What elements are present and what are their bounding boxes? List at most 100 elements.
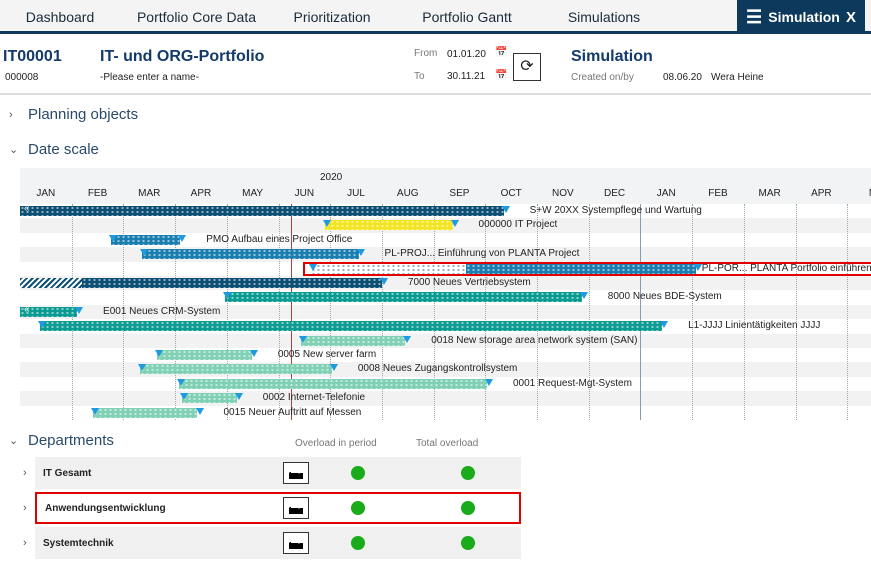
hamburger-icon[interactable]: ☰ [746, 6, 763, 27]
month-gridline [433, 204, 435, 420]
milestone-marker-icon [195, 407, 204, 415]
month-label: FEB [87, 188, 108, 199]
gantt-bar[interactable] [466, 263, 696, 274]
month-gridline [226, 204, 228, 420]
milestone-marker-icon [234, 393, 243, 401]
refresh-button[interactable]: ⟳ [513, 53, 541, 81]
month-gridline [123, 204, 125, 420]
gantt-bar-label: 0015 Neuer Auftritt auf Messen [223, 406, 362, 418]
chevron-down-icon[interactable]: ⌄ [9, 435, 19, 447]
department-name: Anwendungsentwicklung [45, 502, 166, 514]
tab-simulations[interactable]: Simulations [567, 9, 641, 25]
milestone-marker-icon [660, 321, 669, 329]
section-planning-objects[interactable]: Planning objects [28, 106, 139, 123]
gantt-bar[interactable] [20, 206, 504, 216]
milestone-marker-icon [223, 292, 232, 300]
gantt-bar-planned[interactable] [311, 263, 467, 274]
section-departments[interactable]: Departments [28, 432, 114, 449]
gantt-row [20, 304, 871, 320]
milestone-marker-icon [91, 407, 100, 415]
tab-portfolio-core-data[interactable]: Portfolio Core Data [136, 9, 257, 25]
gantt-chart: 2020 JAN FEB MAR APR MAY JUN JUL AUG SEP OCT NOV DE… [20, 168, 871, 420]
load-chart-button[interactable] [283, 462, 309, 484]
name-input[interactable]: -Please enter a name- [100, 72, 199, 83]
milestone-marker-icon [403, 335, 412, 343]
gantt-bar-label: 0018 New storage area network system (SA… [431, 334, 638, 346]
load-chart-button[interactable] [283, 532, 309, 554]
milestone-marker-icon [139, 249, 148, 257]
milestone-marker-icon [579, 292, 588, 300]
created-label: Created on/by [571, 72, 634, 83]
month-gridline [795, 204, 797, 420]
gantt-bar-label: 7000 Neues Vertriebsystem [407, 277, 531, 288]
date-scale-header: 2020 JAN FEB MAR APR MAY JUN JUL AUG SEP OCT NOV DE… [20, 168, 871, 204]
gantt-bar[interactable] [181, 393, 237, 404]
department-name: Systemtechnik [43, 537, 114, 549]
month-gridline [537, 204, 538, 420]
today-line [290, 204, 292, 420]
gantt-bar[interactable] [178, 378, 487, 389]
month-label: JAN [36, 188, 56, 199]
month-gridline [847, 204, 849, 420]
from-date[interactable]: 01.01.20 [447, 49, 486, 60]
milestone-marker-icon [693, 263, 702, 271]
milestone-marker-icon [179, 393, 188, 401]
gantt-bar-label: 0005 New server farm [277, 349, 377, 360]
month-gridline [743, 204, 745, 420]
section-date-scale[interactable]: Date scale [28, 141, 99, 158]
tab-prioritization[interactable]: Prioritization [293, 9, 371, 25]
milestone-marker-icon [501, 206, 510, 213]
milestone-marker-icon [178, 234, 187, 242]
month-label: MAR [138, 188, 161, 199]
chevron-right-icon[interactable]: › [23, 537, 27, 549]
month-gridline [640, 204, 642, 420]
gantt-row [20, 333, 871, 348]
gantt-bar[interactable] [225, 292, 582, 303]
continues-left-icon: « [24, 203, 30, 214]
gantt-bar[interactable] [300, 335, 406, 346]
tab-dashboard[interactable]: Dashboard [25, 9, 95, 25]
status-ok-icon [461, 536, 475, 550]
gantt-bar-label: S+W 20XX Systempflege und Wartung [529, 205, 702, 216]
gantt-bar[interactable] [40, 321, 663, 332]
calendar-icon[interactable]: 📅 [495, 70, 508, 81]
chevron-down-icon[interactable]: ⌄ [9, 144, 19, 156]
gantt-bar-hatched[interactable] [20, 278, 83, 288]
chevron-right-icon[interactable]: › [23, 502, 27, 514]
milestone-marker-icon [154, 350, 163, 357]
gantt-bar[interactable] [141, 249, 359, 260]
close-icon[interactable]: X [845, 8, 856, 26]
year-label: 2020 [320, 172, 343, 183]
from-label: From [414, 48, 438, 59]
month-label: OCT [500, 188, 522, 199]
month-gridline [330, 204, 332, 420]
gantt-bar[interactable] [110, 234, 181, 245]
gantt-bar-label: 0008 Neues Zugangskontrollsystem [357, 363, 518, 375]
gantt-bar[interactable] [325, 220, 453, 231]
chevron-right-icon[interactable]: › [9, 109, 13, 121]
department-row[interactable]: Anwendungsentwicklung [35, 492, 521, 524]
portfolio-title: IT- und ORG-Portfolio [100, 48, 265, 65]
gantt-bar[interactable] [20, 306, 78, 317]
month-gridline [485, 204, 487, 420]
gantt-bar[interactable] [93, 407, 198, 418]
gantt-bar[interactable] [156, 350, 252, 360]
month-label: M [869, 188, 871, 199]
chevron-right-icon[interactable]: › [23, 467, 27, 479]
milestone-marker-icon [176, 378, 185, 386]
department-row[interactable]: IT Gesamt [35, 457, 521, 489]
tab-portfolio-gantt[interactable]: Portfolio Gantt [422, 9, 512, 25]
load-chart-button[interactable] [283, 497, 309, 519]
month-gridline [381, 204, 383, 420]
gantt-bar[interactable] [140, 364, 332, 375]
to-date[interactable]: 30.11.21 [447, 71, 486, 82]
month-gridline [175, 204, 177, 420]
tab-simulation[interactable]: ☰ Simulation X [737, 0, 865, 34]
milestone-marker-icon [298, 335, 307, 343]
calendar-icon[interactable]: 📅 [495, 47, 508, 58]
month-gridline [588, 204, 590, 420]
gantt-bar[interactable] [82, 278, 382, 288]
department-name: IT Gesamt [43, 467, 92, 479]
department-row[interactable]: Systemtechnik [35, 527, 521, 559]
milestone-marker-icon [249, 350, 258, 357]
